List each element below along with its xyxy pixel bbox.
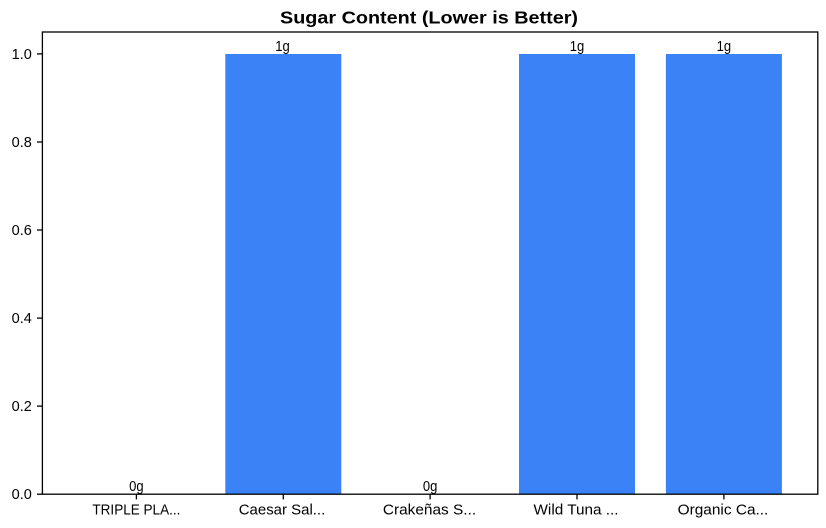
svg-text:1.0: 1.0 xyxy=(12,47,32,63)
svg-text:1g: 1g xyxy=(570,39,585,55)
svg-text:0.0: 0.0 xyxy=(12,487,32,503)
svg-text:0.2: 0.2 xyxy=(12,399,32,415)
svg-text:Crakeñas S...: Crakeñas S... xyxy=(383,502,476,518)
svg-text:1g: 1g xyxy=(275,39,290,55)
svg-text:0.6: 0.6 xyxy=(12,223,32,239)
svg-text:0.8: 0.8 xyxy=(12,135,32,151)
svg-text:Caesar Sal...: Caesar Sal... xyxy=(239,502,326,518)
svg-text:0g: 0g xyxy=(129,479,144,495)
svg-text:0g: 0g xyxy=(423,479,438,495)
svg-text:1g: 1g xyxy=(717,39,732,55)
svg-text:Organic Ca...: Organic Ca... xyxy=(678,502,769,518)
svg-text:0.4: 0.4 xyxy=(12,311,32,327)
svg-text:Sugar Content (Lower is Better: Sugar Content (Lower is Better) xyxy=(280,7,578,27)
svg-text:Wild Tuna ...: Wild Tuna ... xyxy=(534,502,619,518)
svg-text:TRIPLE PLA...: TRIPLE PLA... xyxy=(92,502,180,518)
